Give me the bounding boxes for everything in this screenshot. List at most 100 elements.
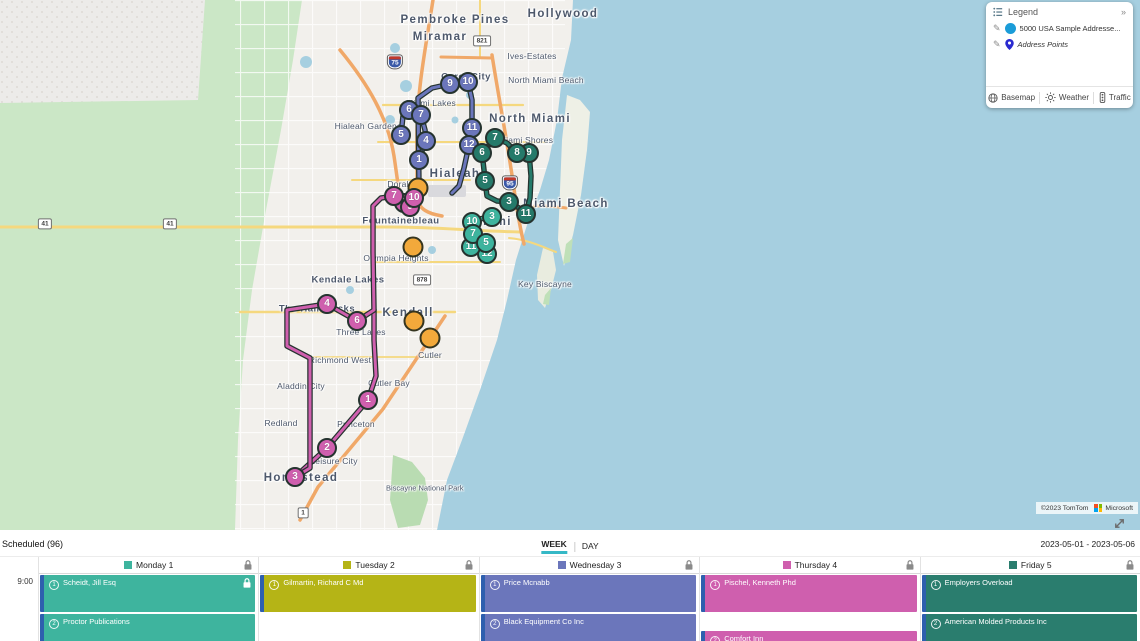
map-label: Richmond West <box>308 355 372 365</box>
lock-icon <box>906 560 914 570</box>
legend-item-address-points[interactable]: ✎ Address Points <box>986 36 1133 52</box>
day-column-thursday: Thursday 4 1 Pischel, Kenneth Phd 2 Comfort… <box>699 557 920 641</box>
friday-route-stop-marker[interactable]: 7 <box>485 128 505 148</box>
event-number-badge: 1 <box>49 580 59 590</box>
lock-icon <box>1126 560 1134 570</box>
wednesday-route-stop-marker[interactable]: 5 <box>391 125 411 145</box>
day-lock-icon[interactable] <box>244 560 252 572</box>
day-header[interactable]: Thursday 4 <box>700 557 920 574</box>
style-brush-icon: ✎ <box>993 38 1001 49</box>
day-color-swatch <box>557 561 566 569</box>
scheduled-event[interactable]: 2 Black Equipment Co Inc <box>480 614 697 641</box>
event-title: Black Equipment Co Inc <box>503 617 584 626</box>
legend-collapse-button[interactable]: » <box>1120 7 1126 17</box>
thursday-route-stop-marker[interactable]: 2 <box>317 438 337 458</box>
map-label: Three Lakes <box>336 327 386 337</box>
wednesday-route-stop-marker[interactable]: 9 <box>440 74 460 94</box>
map-label: Key Biscayne <box>518 279 572 289</box>
tab-week[interactable]: WEEK <box>541 539 567 554</box>
map-label: Miami Beach <box>523 198 609 210</box>
legend-icon <box>993 7 1003 17</box>
map-label: Ives-Estates <box>507 51 557 61</box>
friday-route-stop-marker[interactable]: 6 <box>472 143 492 163</box>
thursday-route-line <box>285 194 396 478</box>
weather-button[interactable]: Weather <box>1045 92 1089 103</box>
thursday-route-stop-marker[interactable]: 10 <box>404 188 424 208</box>
wednesday-route-stop-marker[interactable]: 10 <box>458 72 478 92</box>
view-tabs: WEEK DAY <box>541 539 599 554</box>
unassigned-stop-marker[interactable] <box>402 236 424 258</box>
event-title: Employers Overload <box>944 578 1013 587</box>
friday-route-stop-marker[interactable]: 11 <box>516 204 536 224</box>
legend-item-sample-addresses[interactable]: ✎ 5000 USA Sample Addresse... <box>986 20 1133 36</box>
wednesday-route-stop-marker[interactable]: 4 <box>416 131 436 151</box>
friday-route-stop-marker[interactable]: 5 <box>475 171 495 191</box>
expand-scheduler-button[interactable] <box>1113 517 1126 535</box>
lock-icon <box>243 578 251 588</box>
day-header[interactable]: Monday 1 <box>39 557 259 574</box>
day-lock-icon[interactable] <box>1126 560 1134 572</box>
event-number-badge: 2 <box>930 619 941 629</box>
map-label: Fountainebleau <box>362 215 440 227</box>
scheduled-event[interactable]: 1 Pischel, Kenneth Phd <box>701 575 917 612</box>
monday-route-stop-marker[interactable]: 3 <box>482 207 502 227</box>
event-number-badge: 2 <box>489 619 500 629</box>
day-header[interactable]: Tuesday 2 <box>259 557 479 574</box>
event-number-badge: 1 <box>489 580 500 590</box>
map-label: Doral <box>387 179 409 189</box>
scheduler-grid: 9:00 Monday 1 1 Scheidt, Jill Esq 2 Procto… <box>0 556 1140 641</box>
day-header-label: Wednesday 3 <box>569 560 622 570</box>
scheduled-event[interactable]: 2 Comfort Inn <box>701 631 917 641</box>
tab-divider <box>573 541 575 552</box>
scheduled-event[interactable]: 1 Gilmartin, Richard C Md <box>260 575 476 612</box>
thursday-route-stop-marker[interactable]: 3 <box>285 467 305 487</box>
day-header[interactable]: Friday 5 <box>920 557 1140 574</box>
day-lock-icon[interactable] <box>465 560 473 572</box>
wednesday-route-stop-marker[interactable]: 7 <box>411 105 431 125</box>
traffic-light-icon <box>1099 92 1106 103</box>
event-number-badge: 2 <box>710 636 721 641</box>
day-header[interactable]: Wednesday 3 <box>479 557 700 574</box>
scheduled-event[interactable]: 2 American Molded Products Inc <box>921 614 1137 641</box>
map-label: Pembroke Pines <box>400 14 510 26</box>
event-title: Comfort Inn <box>724 634 764 641</box>
traffic-button[interactable]: Traffic <box>1099 92 1131 103</box>
day-lock-icon[interactable] <box>685 560 693 572</box>
friday-route-stop-marker[interactable]: 3 <box>499 192 519 212</box>
map-pin-icon <box>1004 38 1014 50</box>
map-label: Olympia Heights <box>363 253 429 263</box>
thursday-route-stop-marker[interactable]: 7 <box>384 186 404 206</box>
friday-route-stop-marker[interactable]: 8 <box>507 143 527 163</box>
legend-item-label: Address Points <box>1017 39 1068 49</box>
map-canvas[interactable]: Pembroke Pines Hollywood Miramar Ives-Estat… <box>0 0 1140 530</box>
thursday-route-stop-marker[interactable]: 6 <box>347 311 367 331</box>
monday-route-stop-marker[interactable]: 5 <box>476 233 496 253</box>
unassigned-stop-marker[interactable] <box>419 327 441 349</box>
map-label: Redland <box>264 418 298 428</box>
route-lines-layer <box>284 79 534 480</box>
map-label: Cutler <box>418 350 442 360</box>
day-header-label: Friday 5 <box>1020 560 1052 570</box>
wednesday-route-stop-marker[interactable]: 1 <box>409 150 429 170</box>
basemap-button[interactable]: Basemap <box>988 92 1036 103</box>
thursday-route-stop-marker[interactable]: 1 <box>358 390 378 410</box>
event-title: Price Mcnabb <box>503 578 550 587</box>
scheduled-event[interactable]: 1 Scheidt, Jill Esq <box>40 575 256 612</box>
style-brush-icon: ✎ <box>993 22 1001 33</box>
map-label: Hialeah Gardens <box>334 121 402 131</box>
unassigned-stop-marker[interactable] <box>403 310 425 332</box>
road-shield: 41 <box>162 218 178 230</box>
day-lock-icon[interactable] <box>906 560 914 572</box>
day-column-friday: Friday 5 1 Employers Overload 2 American Mo… <box>919 557 1140 641</box>
basemap-label: Basemap <box>1001 93 1036 102</box>
scheduled-event[interactable]: 2 Proctor Publications <box>40 614 256 641</box>
globe-icon <box>988 92 998 103</box>
thursday-route-stop-marker[interactable]: 4 <box>317 294 337 314</box>
scheduler-panel: Scheduled (96) WEEK DAY 2023-05-01 - 202… <box>0 530 1140 641</box>
event-title: Gilmartin, Richard C Md <box>283 578 364 587</box>
event-title: Pischel, Kenneth Phd <box>724 578 796 587</box>
scheduled-event[interactable]: 1 Employers Overload <box>921 575 1137 612</box>
scheduled-event[interactable]: 1 Price Mcnabb <box>480 575 697 612</box>
scheduler-toolbar: Scheduled (96) WEEK DAY 2023-05-01 - 202… <box>0 530 1140 556</box>
tab-day[interactable]: DAY <box>581 540 599 551</box>
